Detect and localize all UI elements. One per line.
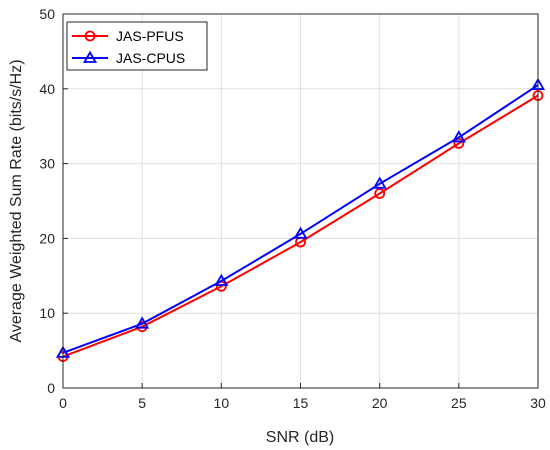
y-tick-label: 10: [39, 305, 55, 321]
y-tick-label: 50: [39, 6, 55, 22]
legend: JAS-PFUS JAS-CPUS: [66, 21, 208, 71]
y-tick-label: 0: [47, 380, 55, 396]
series-line-jas-pfus: [62, 94, 539, 358]
data-point-jas-cpus: [372, 176, 387, 189]
x-tick-label: 10: [214, 395, 230, 411]
axis-ticks: 0 5 10 15 20 25 30 0 10 20 30 40 50: [39, 6, 546, 411]
x-tick-label: 5: [138, 395, 146, 411]
y-tick-label: 40: [39, 81, 55, 97]
legend-marker-jas-cpus: [82, 50, 98, 63]
x-tick-label: 25: [451, 395, 467, 411]
data-point-jas-cpus: [135, 316, 150, 329]
y-tick-label: 20: [39, 230, 55, 246]
series-line-jas-cpus: [62, 84, 539, 354]
x-tick-label: 20: [372, 395, 388, 411]
y-tick-label: 30: [39, 156, 55, 172]
data-point-jas-pfus: [374, 188, 386, 199]
x-tick-label: 15: [293, 395, 309, 411]
x-tick-label: 30: [530, 395, 546, 411]
series-layer: [55, 77, 546, 362]
x-tick-label: 0: [59, 395, 67, 411]
data-point-jas-cpus: [293, 226, 308, 239]
data-point-jas-cpus: [451, 130, 466, 143]
legend-label-jas-cpus: JAS-CPUS: [116, 50, 185, 66]
x-axis-title: SNR (dB): [266, 429, 334, 446]
legend-marker-jas-pfus: [84, 30, 96, 42]
legend-label-jas-pfus: JAS-PFUS: [116, 28, 184, 44]
data-point-jas-pfus: [453, 138, 465, 149]
y-axis-title: Average Weighted Sum Rate (bits/s/Hz): [8, 59, 25, 342]
data-point-jas-cpus: [214, 273, 229, 286]
